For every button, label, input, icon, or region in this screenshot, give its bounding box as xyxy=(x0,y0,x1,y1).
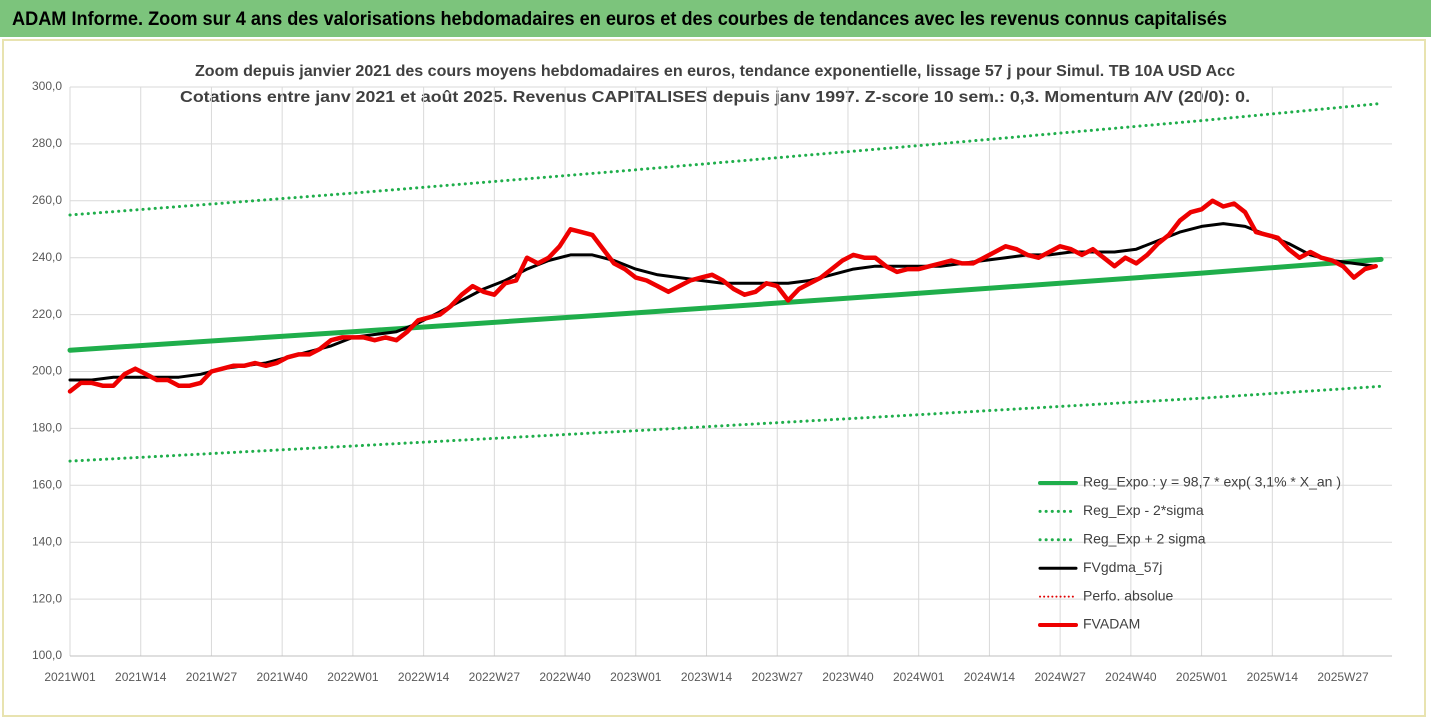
y-tick-label: 180,0 xyxy=(32,421,62,435)
banner xyxy=(0,0,1431,37)
y-tick-label: 260,0 xyxy=(32,193,62,207)
y-tick-label: 240,0 xyxy=(32,250,62,264)
x-tick-label: 2022W01 xyxy=(327,670,379,684)
x-tick-label: 2023W14 xyxy=(681,670,733,684)
x-tick-label: 2024W01 xyxy=(893,670,945,684)
legend-label: FVADAM xyxy=(1083,616,1140,632)
legend-label: Reg_Expo : y = 98,7 * exp( 3,1% * X_an ) xyxy=(1083,474,1341,490)
y-tick-label: 120,0 xyxy=(32,591,62,605)
y-tick-label: 100,0 xyxy=(32,648,62,662)
legend-label: Reg_Exp + 2 sigma xyxy=(1083,531,1206,547)
x-tick-label: 2021W27 xyxy=(186,670,238,684)
x-tick-label: 2022W14 xyxy=(398,670,450,684)
series-line xyxy=(68,384,1383,463)
y-tick-label: 280,0 xyxy=(32,136,62,150)
page-title: ADAM Informe. Zoom sur 4 ans des valoris… xyxy=(12,9,1227,30)
x-tick-label: 2024W40 xyxy=(1105,670,1157,684)
x-tick-label: 2023W27 xyxy=(752,670,804,684)
series-line xyxy=(68,102,1383,217)
chart-frame xyxy=(2,39,1426,717)
y-tick-label: 200,0 xyxy=(32,364,62,378)
x-tick-label: 2022W27 xyxy=(469,670,521,684)
y-tick-label: 300,0 xyxy=(32,79,62,93)
x-tick-label: 2021W40 xyxy=(256,670,308,684)
y-tick-label: 160,0 xyxy=(32,477,62,491)
x-tick-label: 2024W14 xyxy=(964,670,1016,684)
x-tick-label: 2021W14 xyxy=(115,670,167,684)
legend: Reg_Expo : y = 98,7 * exp( 3,1% * X_an )… xyxy=(1038,474,1341,632)
x-tick-label: 2022W40 xyxy=(539,670,591,684)
y-tick-label: 220,0 xyxy=(32,307,62,321)
x-tick-label: 2023W40 xyxy=(822,670,874,684)
y-tick-label: 140,0 xyxy=(32,534,62,548)
legend-label: Reg_Exp - 2*sigma xyxy=(1083,502,1204,518)
chart-title: Zoom depuis janvier 2021 des cours moyen… xyxy=(195,63,1235,80)
legend-label: Perfo. absolue xyxy=(1083,587,1173,603)
legend-label: FVgdma_57j xyxy=(1083,559,1162,575)
x-tick-label: 2025W14 xyxy=(1247,670,1299,684)
x-tick-label: 2025W27 xyxy=(1317,670,1369,684)
plot-area: 100,0 120,0 140,0 160,0 180,0 200,0 220,0 240,0… xyxy=(32,79,1392,684)
x-tick-label: 2021W01 xyxy=(44,670,96,684)
x-tick-label: 2024W27 xyxy=(1034,670,1086,684)
x-tick-label: 2025W01 xyxy=(1176,670,1228,684)
x-tick-label: 2023W01 xyxy=(610,670,662,684)
chart-subtitle: Cotations entre janv 2021 et août 2025. … xyxy=(180,89,1250,106)
series-line xyxy=(67,256,1384,353)
series-line xyxy=(67,198,1378,394)
